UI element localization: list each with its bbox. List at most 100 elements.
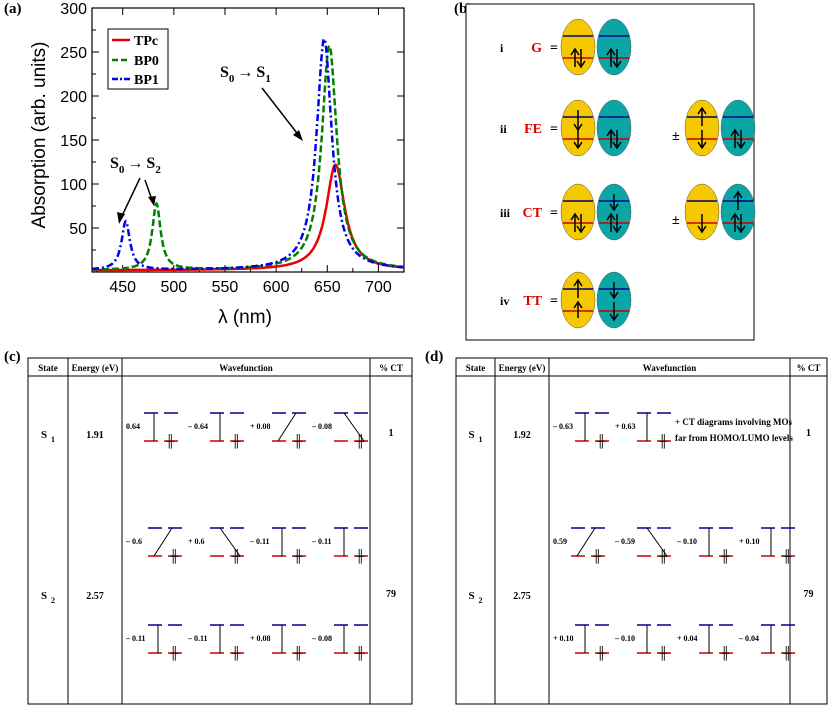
orbital-ellipse [596, 99, 632, 157]
coefficient: + 0.04 [677, 634, 698, 643]
coefficient: + 0.08 [250, 422, 271, 431]
electron-pair: ╫ [231, 549, 241, 564]
table-header: Wavefunction [219, 363, 273, 373]
row-label: FE [524, 122, 542, 137]
row-equals: = [550, 41, 558, 56]
electron-pair: ╫ [293, 549, 303, 564]
y-tick-label: 150 [60, 133, 87, 150]
panel-d-label: (d) [425, 349, 444, 365]
x-tick-label: 450 [109, 279, 136, 296]
coefficient: – 0.04 [738, 634, 759, 643]
coefficient: – 0.11 [249, 537, 270, 546]
table-header: % CT [797, 363, 821, 373]
y-tick-label: 200 [60, 89, 87, 106]
coefficient: + 0.10 [739, 537, 760, 546]
coefficient: + 0.6 [188, 537, 205, 546]
row-label: CT [523, 206, 543, 221]
spin-arrow-head [609, 203, 619, 212]
orbital-ellipse [560, 183, 596, 241]
orbital-ellipse [684, 183, 720, 241]
config-diagram: + 0.08 ╫ [250, 624, 306, 661]
spin-arrow-head [697, 141, 707, 150]
config-diagram: + 0.04 ╫ [677, 624, 733, 661]
table-frame [455, 357, 828, 705]
y-tick-label: 100 [60, 177, 87, 194]
excitation-line [277, 412, 297, 442]
spin-arrow-head [697, 225, 707, 234]
coefficient: – 0.63 [552, 422, 573, 431]
table-header: Wavefunction [643, 363, 697, 373]
energy-cell: 2.75 [513, 591, 531, 602]
orbital-ellipse [560, 271, 596, 329]
orbital-ellipse [596, 18, 632, 76]
coefficient: – 0.64 [187, 422, 208, 431]
config-diagram: – 0.10 ╫ [614, 624, 671, 661]
config-diagram: – 0.64 ╫ [187, 412, 244, 449]
coefficient: – 0.59 [614, 537, 635, 546]
spin-arrow-head [612, 225, 622, 234]
legend-label-tpc: TPc [134, 34, 158, 49]
electron-pair: ╫ [720, 549, 730, 564]
config-diagram: – 0.63 ╫ [552, 412, 609, 449]
svg-text:S0→S1: S0 → S1 [220, 64, 271, 85]
electron-pair: ╫ [355, 646, 365, 661]
row-equals: = [550, 206, 558, 221]
spin-arrow-head [612, 60, 622, 69]
orbital-ellipse [596, 271, 632, 329]
x-tick-label: 600 [263, 279, 290, 296]
energy-cell: 1.91 [86, 430, 104, 441]
config-row-i: i G = [500, 18, 632, 76]
orbital-ellipse [720, 183, 756, 241]
spin-arrow-head [736, 225, 746, 234]
excitation-line [576, 527, 596, 557]
coefficient: 0.64 [126, 422, 140, 431]
coefficient: – 0.10 [676, 537, 697, 546]
y-tick-label: 50 [69, 221, 87, 238]
config-diagram: – 0.11 ╫ [187, 624, 244, 661]
electron-pair: ╫ [782, 646, 792, 661]
spin-arrow-head [570, 47, 580, 56]
coefficient: – 0.11 [187, 634, 208, 643]
electron-pair: ╫ [658, 434, 668, 449]
spin-arrow-head [606, 128, 616, 137]
config-diagram: + 0.63 ╫ [615, 412, 671, 449]
coefficient: – 0.11 [125, 634, 146, 643]
config-row-ii: ii FE = ± [500, 99, 756, 157]
config-diagram: – 0.10 ╫ [676, 527, 733, 564]
absorption-chart: 450 500 550 600 650 700 50 100 150 200 250 300 TPc … [29, 1, 405, 328]
row-label: G [531, 41, 542, 56]
table-header: State [466, 363, 486, 373]
annotation-s0-s1: S0 → S1 [220, 64, 303, 141]
spin-arrow-head [730, 128, 740, 137]
coefficient: – 0.6 [125, 537, 142, 546]
electron-pair: ╫ [231, 646, 241, 661]
spin-arrow-head [606, 212, 616, 221]
state-cell: S [41, 590, 47, 602]
ct-cell: 79 [386, 589, 396, 600]
spin-arrow-head [612, 141, 622, 150]
coefficient: – 0.08 [311, 422, 332, 431]
spin-arrow-head [576, 60, 586, 69]
coefficient: + 0.10 [553, 634, 574, 643]
chart-y-label: Absorption (arb. units) [29, 42, 50, 229]
row-roman: iii [500, 206, 511, 220]
coefficient: – 0.08 [311, 634, 332, 643]
spin-arrow-head [570, 212, 580, 221]
spin-arrow-head [576, 225, 586, 234]
y-tick-label: 300 [60, 1, 87, 18]
config-diagram: – 0.08 ╫ [311, 624, 368, 661]
row-roman: i [500, 41, 504, 55]
x-tick-label: 650 [314, 279, 341, 296]
chart-x-label: λ (nm) [218, 307, 272, 328]
panel-a-label: (a) [4, 1, 22, 17]
spin-arrow-head [609, 313, 619, 322]
panel-c-label: (c) [4, 349, 21, 365]
x-tick-label: 500 [160, 279, 187, 296]
table-d: State Energy (eV) Wavefunction% CTS 1 1.92 1S… [455, 357, 828, 705]
ct-cell: 79 [804, 589, 814, 600]
electron-pair: ╫ [169, 549, 179, 564]
config-diagram: 0.64 ╫ [126, 412, 178, 449]
electron-pair: ╫ [720, 646, 730, 661]
state-subscript: 1 [51, 435, 55, 444]
config-diagram: + 0.6 ╫ [188, 527, 244, 564]
